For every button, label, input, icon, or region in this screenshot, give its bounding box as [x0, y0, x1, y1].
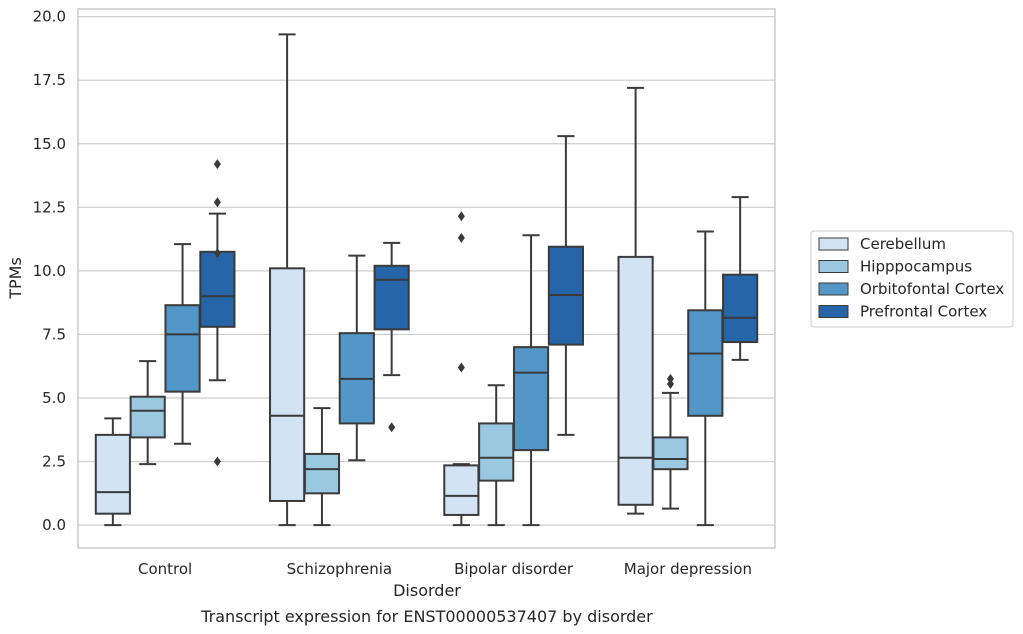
legend-label: Cerebellum [860, 235, 946, 253]
box-2-2 [512, 234, 550, 527]
box-body [199, 250, 236, 328]
outlier-point [666, 379, 674, 390]
grid-lines [78, 16, 775, 526]
box-3-3 [722, 196, 759, 361]
box-1-3 [373, 241, 410, 433]
outlier-point [457, 362, 465, 373]
y-axis-label: TPMs [6, 257, 25, 300]
y-tick-label: 0.0 [42, 516, 66, 534]
legend-swatch [818, 305, 849, 318]
box-groups [94, 33, 759, 527]
box-body [443, 464, 480, 516]
outlier-point [666, 373, 674, 384]
box-0-1 [129, 360, 166, 466]
y-tick-label: 7.5 [42, 325, 66, 343]
box-body [164, 304, 201, 393]
legend-swatch [818, 260, 849, 273]
outlier-point [213, 248, 221, 259]
box-1-1 [303, 407, 341, 527]
x-tick-label: Schizophrenia [287, 560, 392, 578]
box-body [652, 436, 689, 471]
box-body [373, 264, 410, 331]
y-tick-label: 2.5 [42, 453, 66, 471]
box-body [94, 433, 131, 515]
box-0-2 [164, 243, 201, 445]
box-3-1 [652, 373, 689, 510]
legend-swatch [818, 282, 849, 296]
box-2-0 [443, 211, 480, 527]
legend-label: Hipppocampus [860, 258, 972, 276]
box-3-0 [617, 86, 654, 515]
box-0-0 [94, 417, 131, 527]
legend-label: Orbitofontal Cortex [860, 280, 1004, 298]
box-body [129, 395, 166, 439]
box-body [722, 273, 759, 344]
box-1-2 [338, 254, 375, 462]
x-tick-label: Major depression [624, 560, 752, 578]
box-body [687, 309, 724, 417]
chart-caption: Transcript expression for ENST0000053740… [200, 607, 653, 626]
box-body [512, 346, 550, 452]
box-body [478, 422, 515, 482]
box-3-2 [687, 230, 724, 527]
x-tick-label: Bipolar disorder [454, 560, 574, 578]
x-tick-label: Control [138, 560, 192, 578]
y-tick-label: 12.5 [33, 198, 66, 216]
box-body [269, 267, 306, 502]
outlier-point [457, 232, 465, 243]
legend-label: Prefrontal Cortex [860, 303, 987, 321]
y-tick-labels: 0.0 2.5 5.0 7.5 10.0 12.5 15.0 17.5 20.0 [33, 8, 66, 534]
outlier-point [213, 159, 221, 170]
box-2-1 [478, 384, 515, 527]
box-2-3 [547, 135, 584, 436]
legend: Cerebellum Hipppocampus Orbitofontal Corte… [810, 230, 1014, 328]
legend-swatch [818, 237, 849, 251]
x-tick-labels: Control Schizophrenia Bipolar disorder Majo… [138, 560, 752, 578]
box-body [303, 452, 341, 495]
y-tick-label: 20.0 [33, 8, 66, 26]
y-tick-label: 10.0 [33, 262, 66, 280]
box-1-0 [269, 33, 306, 527]
box-0-3 [199, 159, 236, 467]
outlier-point [213, 197, 221, 208]
y-tick-label: 15.0 [33, 135, 66, 153]
x-axis-label: Disorder [393, 581, 461, 600]
outlier-point [213, 456, 221, 467]
outlier-point [388, 422, 396, 433]
y-tick-label: 17.5 [33, 71, 66, 89]
box-body [617, 255, 654, 506]
legend-frame [810, 230, 1014, 328]
y-tick-label: 5.0 [42, 389, 66, 407]
outlier-point [457, 211, 465, 222]
